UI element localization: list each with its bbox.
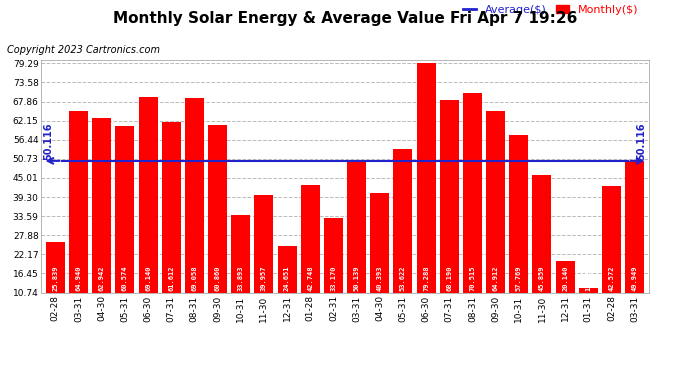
Text: Monthly Solar Energy & Average Value Fri Apr 7 19:26: Monthly Solar Energy & Average Value Fri…	[112, 11, 578, 26]
Text: 50.139: 50.139	[353, 266, 359, 291]
Bar	[92, 118, 111, 292]
Text: 69.058: 69.058	[191, 266, 197, 291]
Text: 69.140: 69.140	[145, 266, 151, 291]
Bar	[277, 246, 297, 292]
Text: 40.393: 40.393	[377, 266, 383, 291]
Bar	[185, 98, 204, 292]
Bar	[625, 161, 644, 292]
Bar	[393, 149, 413, 292]
Text: 45.859: 45.859	[539, 266, 545, 291]
Bar	[208, 125, 227, 292]
Bar	[46, 242, 65, 292]
Bar	[463, 93, 482, 292]
Bar	[161, 123, 181, 292]
Bar	[579, 288, 598, 292]
Bar	[555, 261, 575, 292]
Bar	[347, 161, 366, 292]
Text: 42.748: 42.748	[307, 266, 313, 291]
Bar	[371, 194, 389, 292]
Bar	[533, 175, 551, 292]
Text: 20.140: 20.140	[562, 266, 568, 291]
Text: 57.769: 57.769	[516, 266, 522, 291]
Text: 33.170: 33.170	[331, 266, 337, 291]
Text: 50.116: 50.116	[43, 122, 53, 160]
Text: 62.942: 62.942	[99, 266, 105, 291]
Text: 61.612: 61.612	[168, 266, 174, 291]
Text: Copyright 2023 Cartronics.com: Copyright 2023 Cartronics.com	[7, 45, 160, 55]
Text: 64.940: 64.940	[75, 266, 81, 291]
Bar	[440, 100, 459, 292]
Text: 39.957: 39.957	[261, 266, 267, 291]
Text: 68.190: 68.190	[446, 266, 452, 291]
Bar	[602, 186, 621, 292]
Text: 64.912: 64.912	[493, 266, 499, 291]
Text: 60.860: 60.860	[215, 266, 221, 291]
Text: 60.574: 60.574	[122, 266, 128, 291]
Bar	[486, 111, 505, 292]
Bar	[69, 111, 88, 292]
Bar	[115, 126, 135, 292]
Text: 42.572: 42.572	[609, 266, 615, 291]
Text: 12.086: 12.086	[585, 266, 591, 291]
Text: 79.288: 79.288	[423, 266, 429, 291]
Text: 53.622: 53.622	[400, 266, 406, 291]
Text: 50.116: 50.116	[637, 122, 647, 160]
Bar	[417, 63, 435, 292]
Text: 33.893: 33.893	[238, 266, 244, 291]
Bar	[231, 215, 250, 292]
Legend: Average($), Monthly($): Average($), Monthly($)	[459, 0, 643, 20]
Text: 49.949: 49.949	[631, 266, 638, 291]
Bar	[509, 135, 529, 292]
Bar	[324, 217, 343, 292]
Text: 24.651: 24.651	[284, 266, 290, 291]
Bar	[139, 97, 157, 292]
Text: 70.515: 70.515	[469, 266, 475, 291]
Bar	[255, 195, 273, 292]
Bar	[301, 186, 319, 292]
Text: 25.839: 25.839	[52, 266, 59, 291]
